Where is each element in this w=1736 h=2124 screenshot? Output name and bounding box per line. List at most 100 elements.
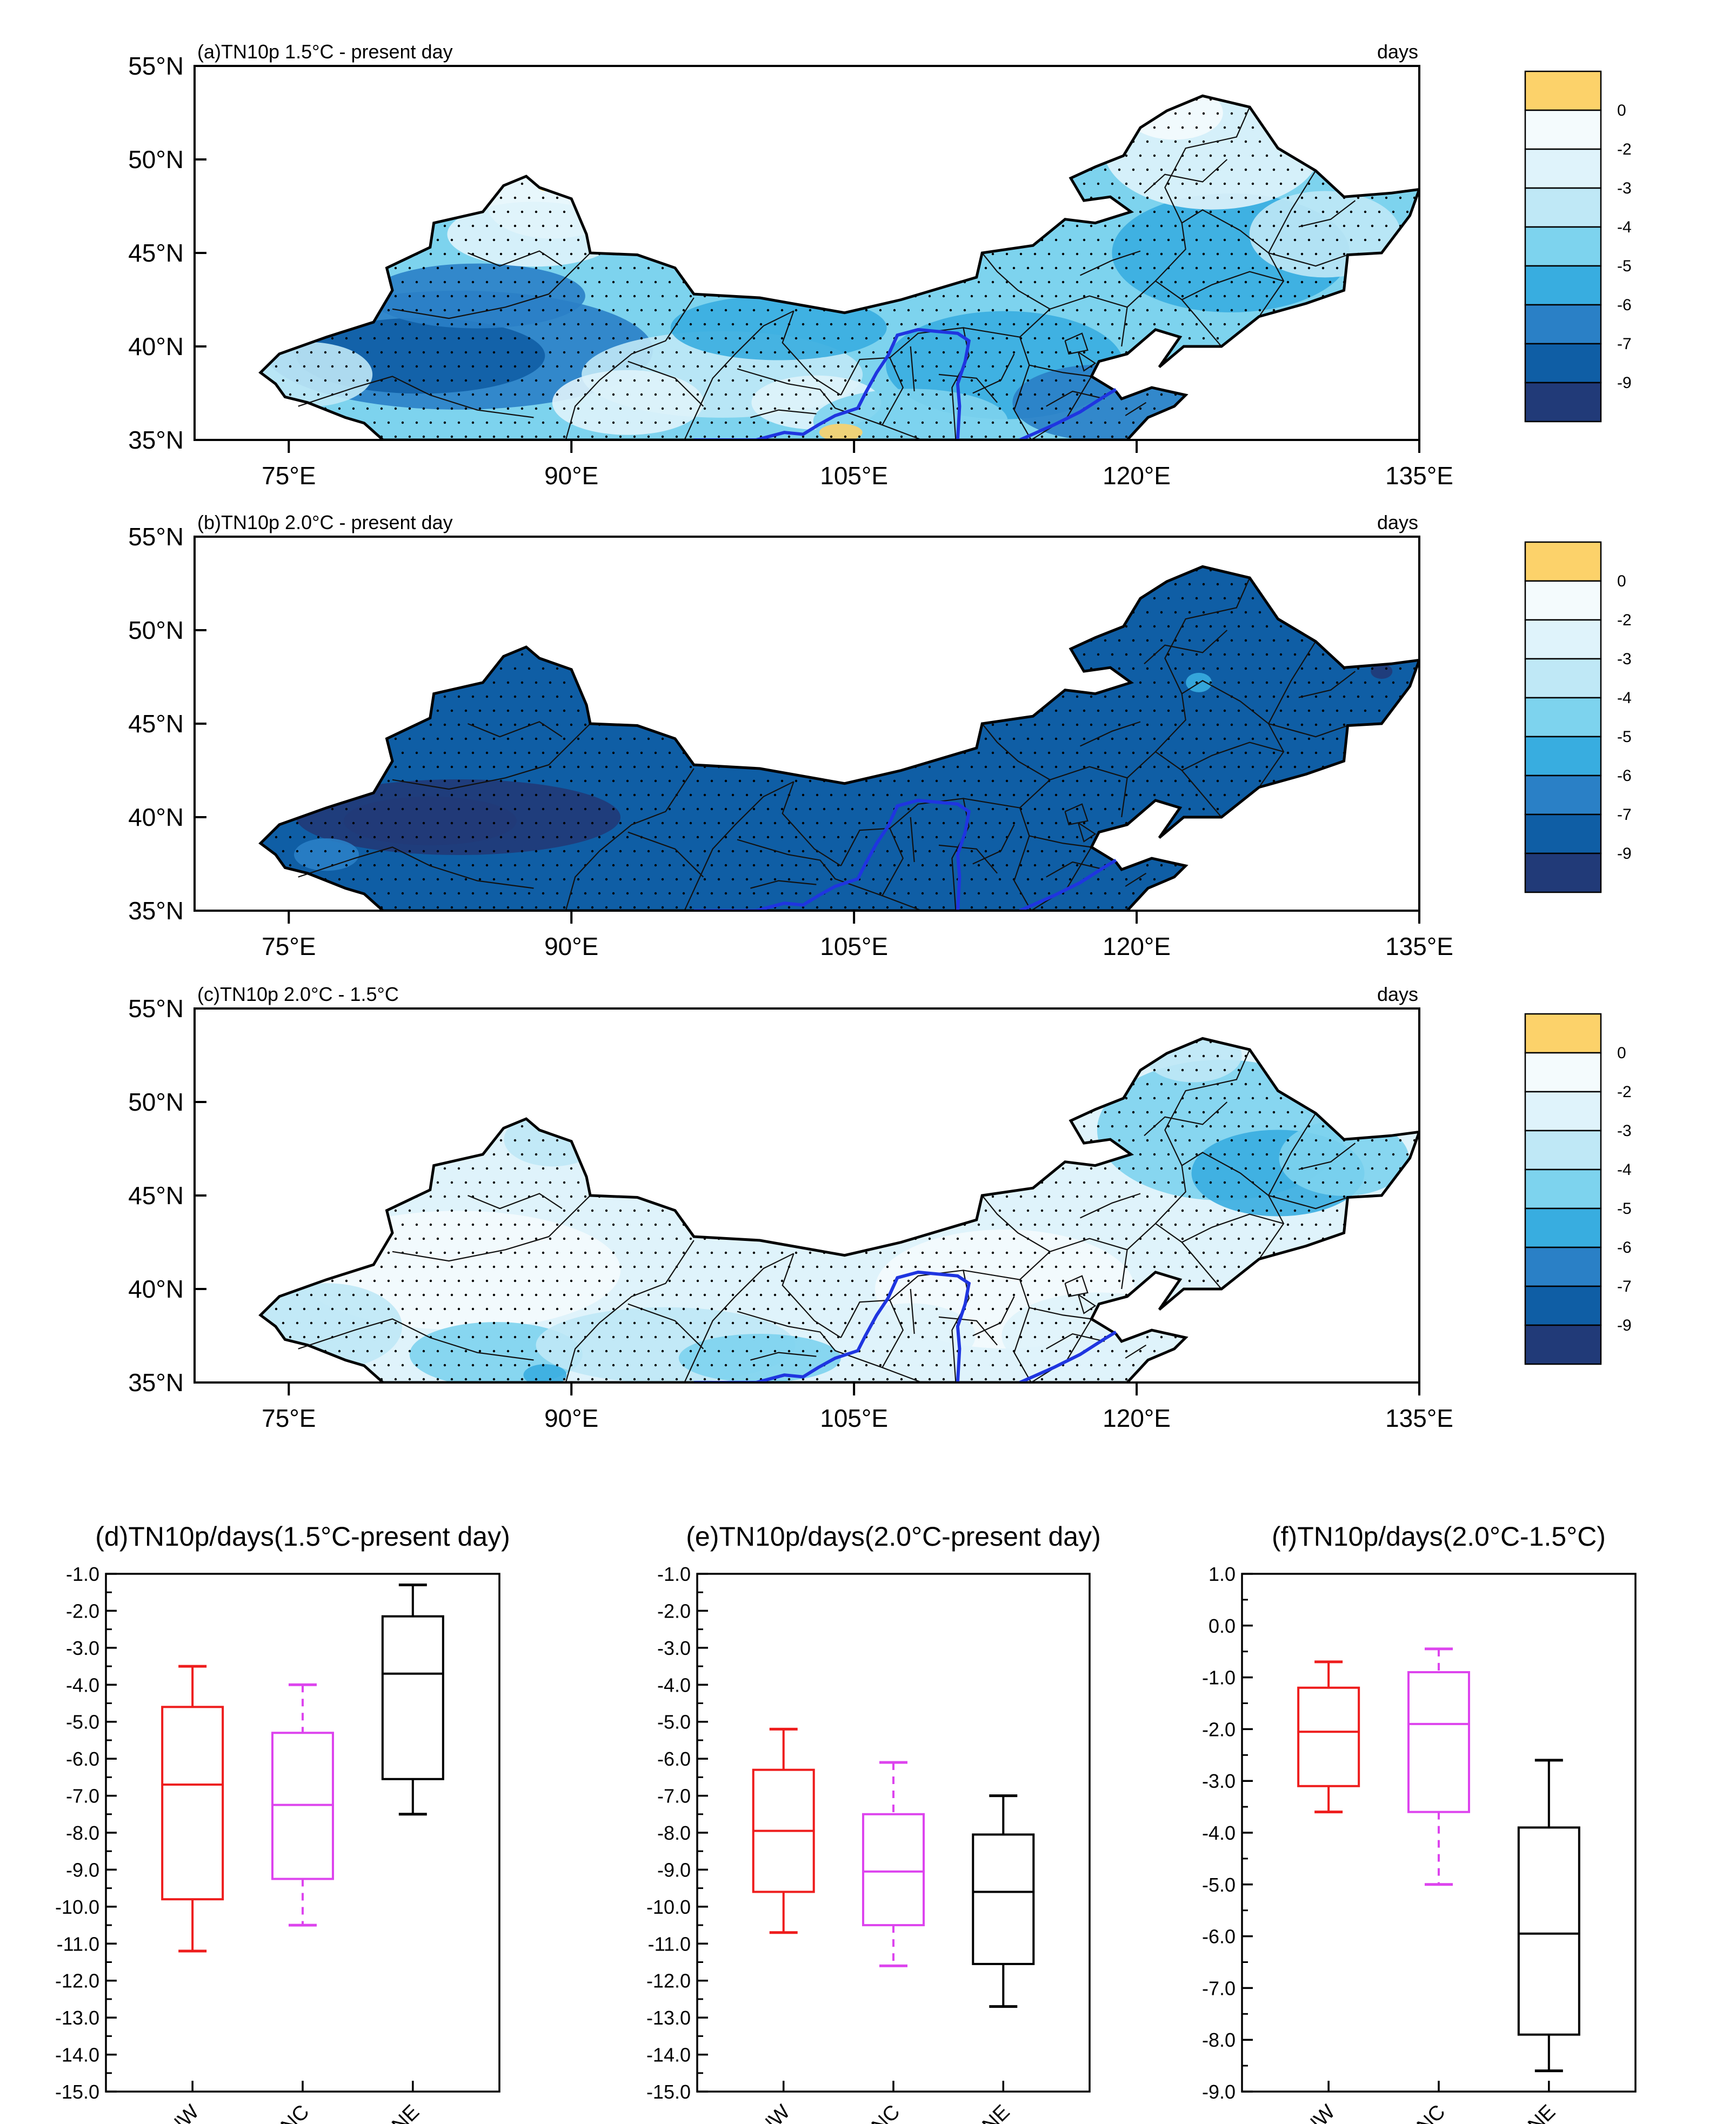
lat-tick-label: 50°N (128, 145, 184, 173)
province-border (782, 1253, 842, 1338)
colorbar-label: -9 (1617, 845, 1632, 863)
province-border (627, 1303, 704, 1350)
y-tick-label: -10.0 (55, 1896, 99, 1918)
lat-tick-label: 40°N (128, 803, 184, 831)
province-border (392, 1195, 591, 1262)
y-tick-label: -14.0 (55, 2044, 99, 2066)
province-border (392, 723, 591, 790)
y-tick-label: -11.0 (648, 1933, 691, 1955)
map-panel-b: (b)TN10p 2.0°C - present day days 55°N 50°N… (128, 511, 1631, 960)
y-tick-label: -5.0 (66, 1711, 99, 1733)
province-border (1077, 1294, 1097, 1314)
box-plot-panel-f: (f)TN10p/days(2.0°C-1.5°C) 1.0 0.0 -1.0 -2.0… (1202, 1521, 1637, 2124)
map-panel-title: (a)TN10p 1.5°C - present day (197, 41, 453, 63)
province-border (684, 310, 794, 440)
map-shade-patch (447, 202, 620, 267)
y-tick-label: -7.0 (657, 1785, 691, 1807)
province-border (1019, 295, 1128, 347)
lon-tick-label: 75°E (262, 932, 316, 960)
map-units-label: days (1377, 983, 1418, 1005)
y-tick-label: 0.0 (1208, 1615, 1236, 1637)
y-tick-label: -6.0 (66, 1748, 99, 1770)
lat-tick-label: 35°N (128, 1368, 184, 1397)
colorbar-swatch (1524, 697, 1602, 738)
y-tick-label: -4.0 (66, 1674, 99, 1696)
colorbar-label: 0 (1617, 102, 1626, 119)
box-nc (271, 1683, 334, 1927)
colorbar-swatch (1524, 1052, 1602, 1093)
y-tick-label: -4.0 (1202, 1822, 1236, 1844)
province-border (1164, 106, 1251, 224)
y-tick-label: -13.0 (646, 2007, 691, 2029)
colorbar-swatch (1524, 226, 1602, 267)
colorbar-label: -5 (1617, 257, 1632, 275)
province-border (1298, 671, 1356, 698)
colorbar-swatch (1524, 813, 1602, 854)
y-tick-label: -1.0 (1202, 1667, 1236, 1689)
colorbar-label: -6 (1617, 296, 1632, 314)
box-iqr (381, 1615, 444, 1780)
colorbar-swatch (1524, 1246, 1602, 1287)
colorbar-label: 0 (1617, 572, 1626, 590)
province-border (938, 1316, 998, 1346)
map-region-fill (261, 566, 1419, 911)
map-shade-patch (670, 295, 887, 360)
province-border (737, 839, 923, 911)
x-tick-label: NC (277, 2101, 314, 2124)
map-panel-title: (b)TN10p 2.0°C - present day (197, 511, 453, 533)
province-border (938, 373, 998, 403)
colorbar-label: -7 (1617, 1278, 1632, 1295)
lon-tick-label: 135°E (1385, 462, 1453, 490)
map-shade-patch (819, 424, 863, 440)
colorbar-swatch (1524, 1130, 1602, 1171)
colorbar-swatch (1524, 382, 1602, 423)
yellow-river-line (693, 328, 971, 440)
province-border (1144, 159, 1228, 194)
yellow-river-line (693, 798, 971, 911)
province-border (910, 346, 915, 392)
colorbar-label: -9 (1617, 1317, 1632, 1334)
y-tick-label: -7.0 (1202, 1977, 1236, 1999)
map-shade-patch (1012, 364, 1186, 440)
province-border (627, 831, 704, 878)
x-tick-label: NW (163, 2101, 204, 2124)
lat-tick-label: 40°N (128, 1275, 184, 1303)
box-nc (1407, 1647, 1470, 1886)
x-tick-label: NW (1299, 2101, 1340, 2124)
map-shade-patch (504, 1112, 602, 1167)
lon-tick-label: 135°E (1385, 1404, 1453, 1432)
yellow-river-line (1019, 1331, 1117, 1382)
lon-tick-label: 120°E (1103, 1404, 1171, 1432)
province-border (1019, 1238, 1128, 1290)
colorbar-label: -3 (1617, 179, 1632, 197)
province-border (972, 824, 1015, 865)
colorbar-swatch (1524, 541, 1602, 582)
province-border (1064, 332, 1089, 355)
y-tick-label: -11.0 (57, 1933, 99, 1955)
colorbar-swatch (1524, 148, 1602, 189)
box-iqr (862, 1813, 925, 1927)
province-border (1181, 1213, 1284, 1243)
colorbar-swatch (1524, 658, 1602, 699)
map-panel-title: (c)TN10p 2.0°C - 1.5°C (197, 983, 399, 1005)
province-border (1126, 280, 1222, 347)
province-border (889, 1270, 970, 1382)
y-tick-label: -7.0 (66, 1785, 99, 1807)
colorbar-swatch (1524, 1324, 1602, 1365)
lat-tick-label: 55°N (128, 523, 184, 551)
map-shade-patch (1125, 96, 1223, 140)
map-shade-patch (1144, 1038, 1242, 1083)
province-border (972, 1296, 1015, 1337)
y-tick-label: -3.0 (657, 1637, 691, 1659)
colorbar-swatch (1524, 1285, 1602, 1326)
y-tick-label: -9.0 (657, 1859, 691, 1881)
province-border (1080, 1193, 1141, 1219)
x-tick-label: NE (388, 2101, 424, 2124)
colorbar-label: -3 (1617, 650, 1632, 668)
y-tick-label: -13.0 (55, 2007, 99, 2029)
colorbar-swatch (1524, 1168, 1602, 1210)
province-border (1080, 721, 1141, 747)
y-tick-label: -8.0 (657, 1822, 691, 1844)
colorbar-swatch (1524, 1013, 1602, 1054)
